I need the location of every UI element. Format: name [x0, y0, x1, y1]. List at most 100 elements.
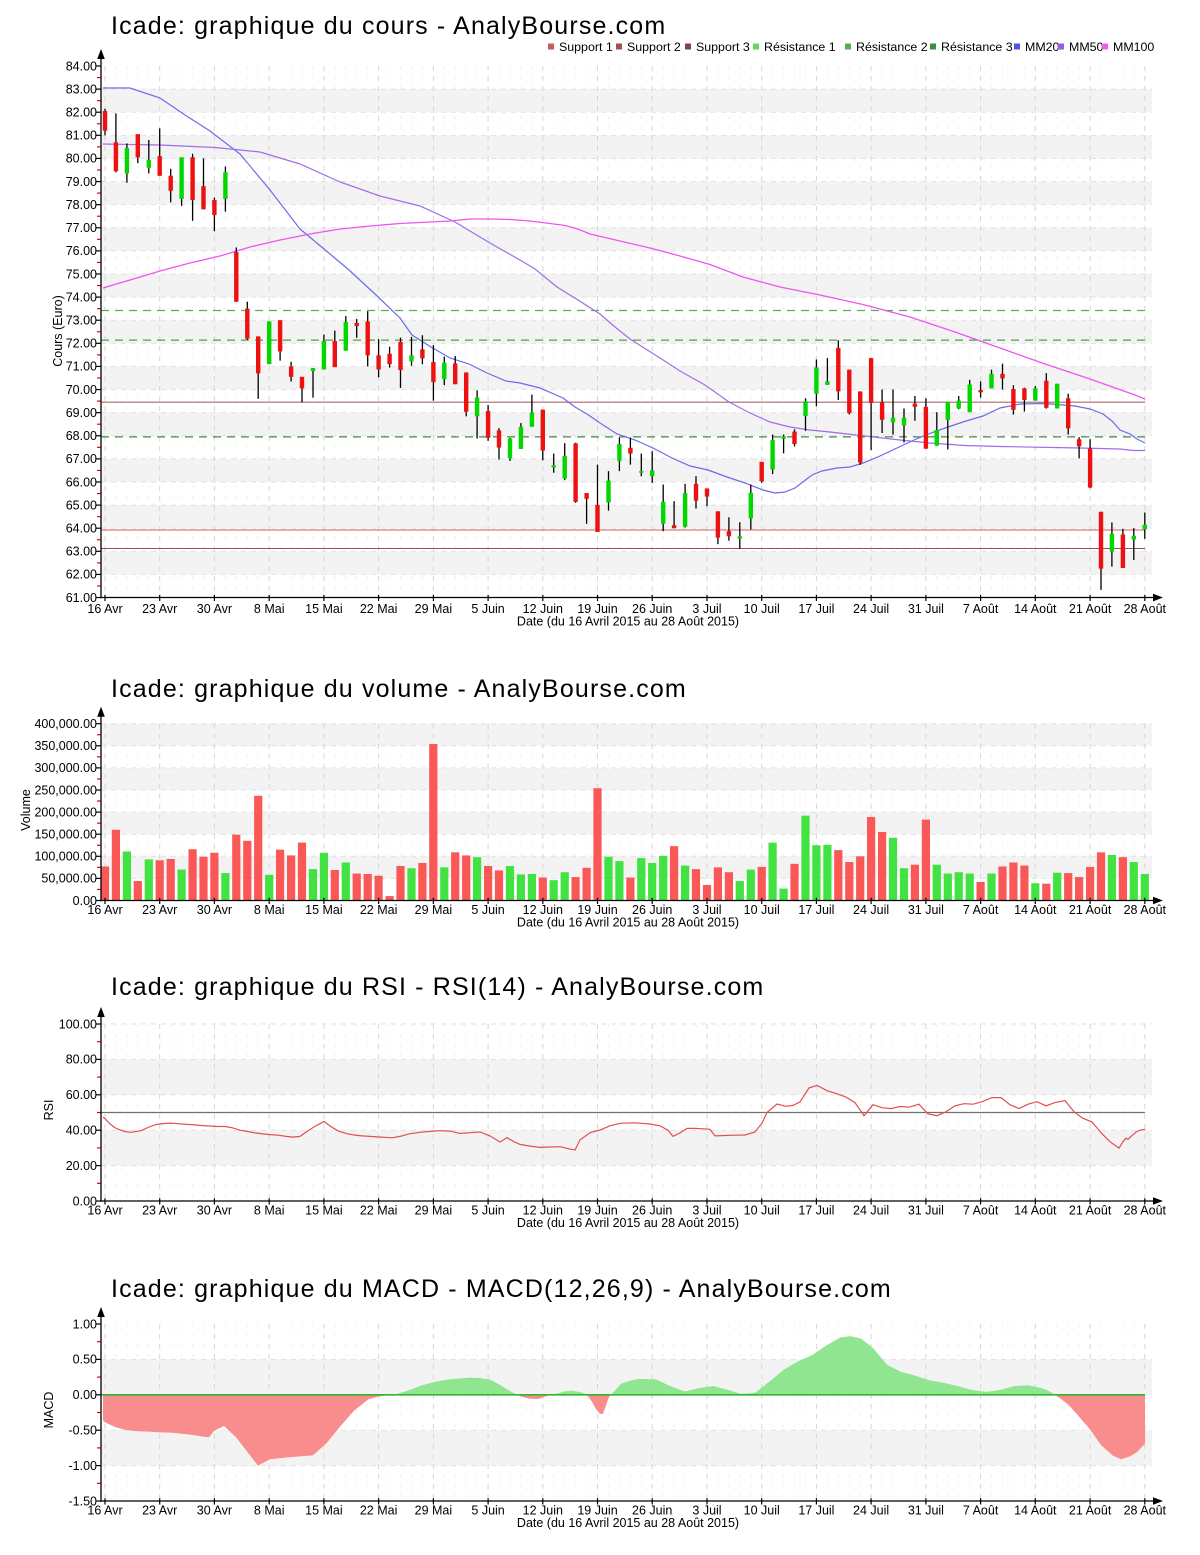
- svg-text:16 Avr: 16 Avr: [87, 1504, 122, 1518]
- svg-text:69.00: 69.00: [66, 406, 97, 420]
- svg-text:Icade: graphique du RSI - RSI(: Icade: graphique du RSI - RSI(14) - Anal…: [111, 973, 764, 1001]
- svg-text:Support 3: Support 3: [696, 40, 750, 54]
- svg-text:0.00: 0.00: [73, 1194, 97, 1208]
- svg-text:100,000.00: 100,000.00: [34, 850, 97, 864]
- svg-text:78.00: 78.00: [66, 198, 97, 212]
- svg-text:300,000.00: 300,000.00: [34, 761, 97, 775]
- svg-text:31 Juil: 31 Juil: [908, 903, 944, 917]
- svg-text:8 Mai: 8 Mai: [254, 903, 285, 917]
- svg-text:150,000.00: 150,000.00: [34, 828, 97, 842]
- svg-text:22 Mai: 22 Mai: [360, 903, 398, 917]
- svg-text:15 Mai: 15 Mai: [305, 903, 343, 917]
- svg-text:24 Juil: 24 Juil: [853, 602, 889, 616]
- svg-text:19 Juin: 19 Juin: [577, 1204, 617, 1218]
- svg-text:1.00: 1.00: [73, 1317, 97, 1331]
- svg-text:28 Août: 28 Août: [1124, 602, 1167, 616]
- svg-text:Date (du 16 Avril 2015 au 28 A: Date (du 16 Avril 2015 au 28 Août 2015): [517, 916, 739, 930]
- svg-text:12 Juin: 12 Juin: [523, 1204, 563, 1218]
- svg-text:8 Mai: 8 Mai: [254, 1504, 285, 1518]
- svg-text:14 Août: 14 Août: [1014, 1204, 1057, 1218]
- svg-text:21 Août: 21 Août: [1069, 1504, 1112, 1518]
- svg-text:31 Juil: 31 Juil: [908, 1504, 944, 1518]
- svg-text:Icade: graphique du volume - A: Icade: graphique du volume - AnalyBourse…: [111, 675, 687, 703]
- svg-text:60.00: 60.00: [66, 1088, 97, 1102]
- svg-text:Support 2: Support 2: [627, 40, 681, 54]
- svg-text:79.00: 79.00: [66, 175, 97, 189]
- svg-text:8 Mai: 8 Mai: [254, 1204, 285, 1218]
- svg-text:Cours (Euro): Cours (Euro): [51, 295, 65, 367]
- svg-text:26 Juin: 26 Juin: [632, 602, 672, 616]
- svg-text:30 Avr: 30 Avr: [197, 903, 232, 917]
- svg-text:50,000.00: 50,000.00: [41, 872, 97, 886]
- svg-text:20.00: 20.00: [66, 1159, 97, 1173]
- svg-text:Résistance 1: Résistance 1: [764, 40, 836, 54]
- svg-text:10 Juil: 10 Juil: [744, 1504, 780, 1518]
- svg-text:7 Août: 7 Août: [963, 903, 999, 917]
- svg-text:22 Mai: 22 Mai: [360, 1504, 398, 1518]
- svg-text:31 Juil: 31 Juil: [908, 602, 944, 616]
- svg-text:67.00: 67.00: [66, 452, 97, 466]
- svg-text:MM100: MM100: [1113, 40, 1154, 54]
- svg-text:70.00: 70.00: [66, 383, 97, 397]
- svg-text:250,000.00: 250,000.00: [34, 783, 97, 797]
- svg-text:30 Avr: 30 Avr: [197, 602, 232, 616]
- svg-text:24 Juil: 24 Juil: [853, 903, 889, 917]
- svg-text:-0.50: -0.50: [69, 1424, 98, 1438]
- svg-text:Volume: Volume: [19, 789, 33, 831]
- svg-text:16 Avr: 16 Avr: [87, 602, 122, 616]
- svg-text:10 Juil: 10 Juil: [744, 602, 780, 616]
- svg-text:24 Juil: 24 Juil: [853, 1504, 889, 1518]
- svg-text:64.00: 64.00: [66, 522, 97, 536]
- svg-text:10 Juil: 10 Juil: [744, 1204, 780, 1218]
- svg-text:16 Avr: 16 Avr: [87, 1204, 122, 1218]
- svg-text:28 Août: 28 Août: [1124, 1504, 1167, 1518]
- svg-text:28 Août: 28 Août: [1124, 1204, 1167, 1218]
- svg-text:400,000.00: 400,000.00: [34, 717, 97, 731]
- svg-text:71.00: 71.00: [66, 360, 97, 374]
- svg-text:30 Avr: 30 Avr: [197, 1204, 232, 1218]
- svg-text:30 Avr: 30 Avr: [197, 1504, 232, 1518]
- svg-text:28 Août: 28 Août: [1124, 903, 1167, 917]
- svg-text:Date (du 16 Avril 2015 au 28 A: Date (du 16 Avril 2015 au 28 Août 2015): [517, 1516, 739, 1530]
- svg-text:26 Juin: 26 Juin: [632, 1204, 672, 1218]
- svg-text:19 Juin: 19 Juin: [577, 1504, 617, 1518]
- svg-text:12 Juin: 12 Juin: [523, 1504, 563, 1518]
- svg-text:65.00: 65.00: [66, 498, 97, 512]
- svg-text:Icade: graphique du cours - An: Icade: graphique du cours - AnalyBourse.…: [111, 12, 666, 40]
- svg-text:23 Avr: 23 Avr: [142, 1204, 177, 1218]
- svg-text:3 Juil: 3 Juil: [692, 602, 721, 616]
- svg-text:3 Juil: 3 Juil: [692, 1204, 721, 1218]
- svg-text:17 Juil: 17 Juil: [798, 1504, 834, 1518]
- svg-text:24 Juil: 24 Juil: [853, 1204, 889, 1218]
- svg-text:RSI: RSI: [42, 1100, 56, 1121]
- svg-text:22 Mai: 22 Mai: [360, 1204, 398, 1218]
- svg-text:29 Mai: 29 Mai: [415, 1504, 453, 1518]
- svg-text:10 Juil: 10 Juil: [744, 903, 780, 917]
- svg-text:63.00: 63.00: [66, 545, 97, 559]
- svg-text:76.00: 76.00: [66, 244, 97, 258]
- svg-text:16 Avr: 16 Avr: [87, 903, 122, 917]
- svg-text:MACD: MACD: [42, 1392, 56, 1429]
- svg-text:29 Mai: 29 Mai: [415, 903, 453, 917]
- svg-text:Support 1: Support 1: [559, 40, 613, 54]
- svg-text:0.50: 0.50: [73, 1353, 97, 1367]
- svg-text:350,000.00: 350,000.00: [34, 739, 97, 753]
- svg-text:21 Août: 21 Août: [1069, 1204, 1112, 1218]
- svg-text:17 Juil: 17 Juil: [798, 1204, 834, 1218]
- svg-text:Date (du 16 Avril 2015 au 28 A: Date (du 16 Avril 2015 au 28 Août 2015): [517, 1216, 739, 1230]
- svg-text:80.00: 80.00: [66, 152, 97, 166]
- svg-text:Date (du 16 Avril 2015 au 28 A: Date (du 16 Avril 2015 au 28 Août 2015): [517, 615, 739, 629]
- svg-text:73.00: 73.00: [66, 314, 97, 328]
- svg-text:21 Août: 21 Août: [1069, 903, 1112, 917]
- svg-text:26 Juin: 26 Juin: [632, 903, 672, 917]
- svg-text:7 Août: 7 Août: [963, 1204, 999, 1218]
- svg-text:Icade: graphique du MACD - MAC: Icade: graphique du MACD - MACD(12,26,9)…: [111, 1275, 892, 1303]
- svg-text:22 Mai: 22 Mai: [360, 602, 398, 616]
- svg-text:15 Mai: 15 Mai: [305, 602, 343, 616]
- svg-text:66.00: 66.00: [66, 475, 97, 489]
- svg-text:-1.00: -1.00: [69, 1459, 98, 1473]
- svg-text:23 Avr: 23 Avr: [142, 903, 177, 917]
- svg-text:14 Août: 14 Août: [1014, 903, 1057, 917]
- svg-text:14 Août: 14 Août: [1014, 602, 1057, 616]
- svg-text:Résistance 2: Résistance 2: [856, 40, 928, 54]
